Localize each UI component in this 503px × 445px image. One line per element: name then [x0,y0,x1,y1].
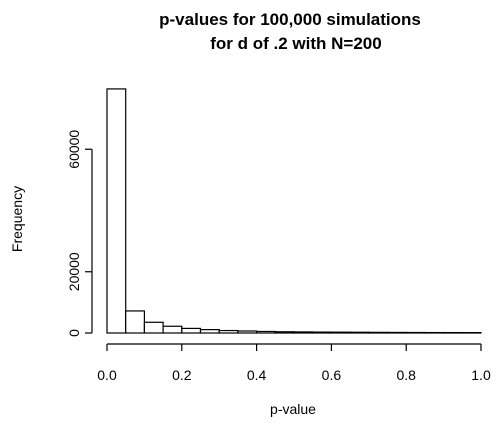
chart-title-line-1: p-values for 100,000 simulations [159,10,421,29]
histogram-bar [313,332,332,333]
y-axis: 0 20000 60000 [66,130,92,337]
x-tick-label: 0.0 [97,367,117,383]
x-tick-label: 0.6 [322,367,342,383]
histogram-bar [201,330,220,333]
histogram-bar [107,89,126,333]
histogram-bar [388,332,407,333]
histogram-bars [107,89,481,333]
y-tick-label: 20000 [66,252,82,291]
histogram-bar [350,332,369,333]
y-axis-label: Frequency [9,186,25,252]
chart-title-line-2: for d of .2 with N=200 [210,34,381,53]
x-axis-label: p-value [270,401,316,417]
histogram-bar [294,332,313,333]
y-tick-label: 60000 [66,130,82,169]
histogram-bar [219,331,238,333]
x-tick-label: 0.8 [396,367,416,383]
histogram-bar [238,331,257,333]
histogram-bar [275,332,294,333]
histogram-bar [406,332,425,333]
histogram-bar [144,322,163,333]
chart-title: p-values for 100,000 simulations for d o… [159,10,421,53]
histogram-bar [182,328,201,333]
histogram-bar [126,311,145,333]
histogram-bar [369,332,388,333]
x-tick-label: 1.0 [471,367,491,383]
x-axis: 0.0 0.2 0.4 0.6 0.8 1.0 [97,344,491,383]
histogram-bar [331,332,350,333]
y-tick-label: 0 [66,329,82,337]
histogram-bar [257,331,276,333]
histogram-bar [163,326,182,333]
x-tick-label: 0.4 [247,367,267,383]
x-tick-label: 0.2 [172,367,192,383]
